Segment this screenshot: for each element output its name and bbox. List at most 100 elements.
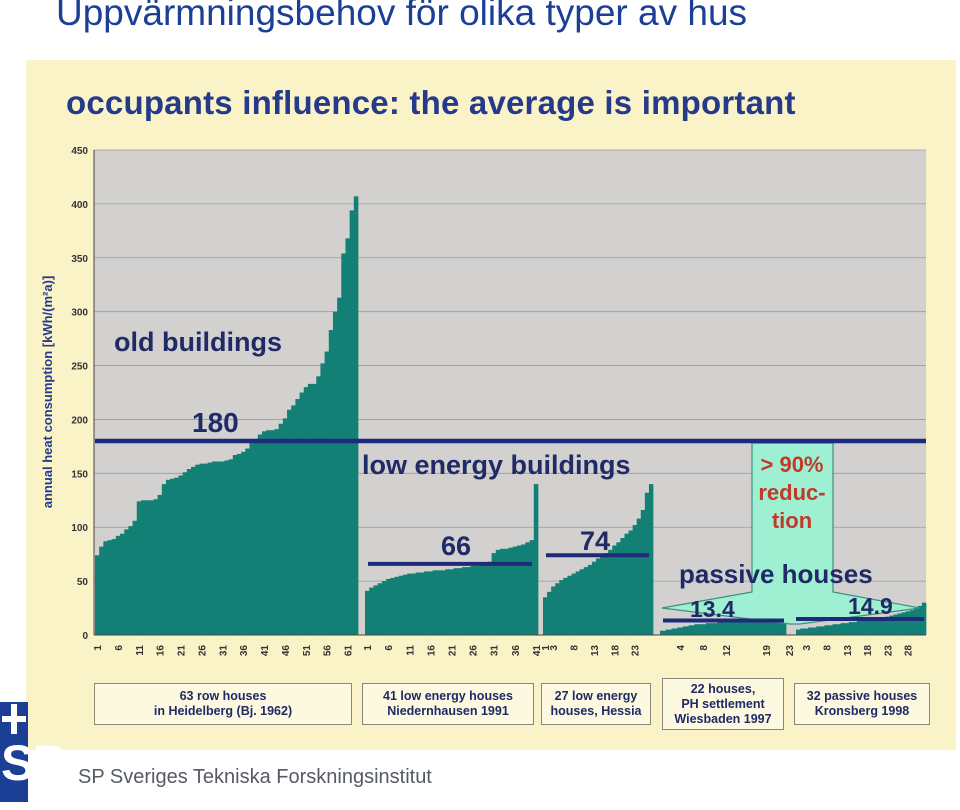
y-tick-label: 200 [71,415,88,426]
bar [402,574,408,635]
bar [419,572,425,635]
x-tick-label: 8 [823,645,834,651]
bar [345,238,350,635]
bar [836,624,842,635]
bar [224,460,229,635]
bar [579,569,585,635]
bar [241,451,246,635]
y-axis-label: annual heat consumption [kWh/(m²a)] [40,276,55,509]
bar [529,540,535,635]
bar [901,612,907,635]
bar [373,585,379,635]
y-tick-label: 0 [82,631,88,642]
bar [149,500,154,635]
bar [462,567,467,635]
bar [140,500,146,635]
bar [249,443,254,635]
bar [253,438,259,635]
bar [877,618,882,635]
bar [533,484,539,635]
bar [178,475,184,635]
bar [885,616,890,635]
x-tick-label: 8 [570,645,581,651]
bar [353,196,359,635]
bar [136,501,142,635]
bar [107,540,113,635]
group-box-kronsberg: 32 passive houses Kronsberg 1998 [794,683,930,725]
bar [182,472,188,635]
bar [763,616,770,635]
bar [751,618,758,635]
bar [95,555,100,635]
bar [640,509,646,635]
bar [921,602,927,635]
bar [145,500,150,635]
bar [547,591,552,635]
bar [909,610,915,635]
bar [583,567,589,635]
bar [700,624,707,635]
bar [349,210,355,636]
x-tick-label: 56 [323,645,334,657]
bar [478,564,484,635]
reduction-label: reduc- [758,480,825,505]
bar [800,628,805,635]
bar [195,464,200,635]
x-tick-label: 11 [135,645,146,656]
crown-icon [2,704,26,734]
bar [620,538,625,635]
x-tick-label: 13 [590,645,601,657]
x-tick-label: 1 [93,645,104,651]
bar [682,626,689,635]
bar [587,564,593,635]
x-tick-label: 23 [631,645,642,657]
bar [266,430,271,635]
bar [734,620,741,635]
bar [474,566,480,635]
bar [856,620,862,635]
x-tick-label: 23 [883,645,894,657]
bar [804,628,809,635]
reduction-arrow [661,442,921,625]
bar [865,619,870,635]
bar [796,629,801,635]
bar [337,297,342,635]
group-box-niedernhausen: 41 low energy houses Niedernhausen 1991 [362,683,534,725]
bar [316,376,321,635]
bar [103,541,108,635]
average-label-74: 74 [580,526,610,556]
bar [453,568,459,635]
x-tick-label: 3 [802,645,813,651]
bar [812,627,817,635]
bar [407,573,412,635]
bar [869,619,874,635]
bar [852,622,858,635]
bar [207,462,213,635]
bar [648,484,654,635]
bar [386,578,391,635]
reduction-label: > 90% [761,452,824,477]
bar [893,614,898,635]
y-tick-label: 400 [71,200,88,211]
old-buildings-label: old buildings [114,327,282,357]
bar [660,630,667,635]
y-tick-label: 450 [71,146,88,157]
y-tick-label: 150 [71,469,88,480]
bar [390,577,395,635]
bar [525,542,530,635]
x-tick-label: 13 [843,645,854,657]
bar [415,572,421,635]
bar [466,567,471,635]
bar [816,626,821,635]
bar [612,545,617,635]
bar [394,576,400,635]
x-tick-label: 16 [156,645,167,657]
group-box-line: houses, Hessia [550,704,642,718]
bar [723,622,730,635]
bar [711,623,718,635]
bar [495,549,501,635]
bar [628,530,633,635]
bar [261,431,267,635]
x-tick-label: 3 [549,645,560,651]
bar [671,628,678,635]
